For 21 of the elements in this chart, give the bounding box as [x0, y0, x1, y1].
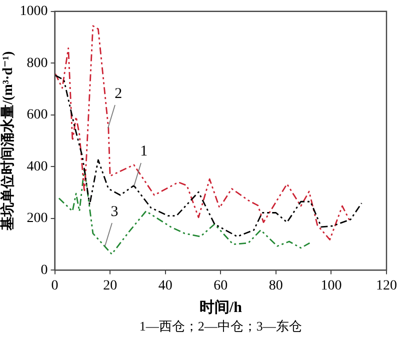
x-tick-label: 100 [320, 278, 342, 294]
x-tick-label: 20 [103, 278, 118, 294]
line-series [54, 25, 352, 240]
annotation: 1 [140, 144, 148, 160]
x-tick-label: 80 [268, 278, 283, 294]
x-axis-title: 时间/h [199, 298, 243, 316]
y-tick-label: 600 [26, 108, 48, 123]
x-tick-label: 120 [376, 278, 397, 294]
annotation: 3 [110, 204, 118, 220]
annotation: 2 [114, 86, 122, 102]
y-axis-title: 基坑单位时间涌水量/(m³·d⁻¹) [0, 50, 16, 232]
y-tick-label: 1000 [20, 4, 48, 20]
text: 1—西仓；2—中仓；3—东仓 [139, 318, 302, 334]
x-tick-label: 0 [51, 278, 58, 294]
y-tick-label: 800 [26, 56, 48, 71]
y-tick-label: 0 [40, 262, 48, 278]
x-tick-label: 40 [158, 278, 172, 294]
y-tick-label: 200 [26, 211, 48, 226]
y-tick-label: 400 [26, 159, 48, 174]
x-tick-label: 60 [214, 278, 228, 294]
line-series [54, 74, 362, 238]
